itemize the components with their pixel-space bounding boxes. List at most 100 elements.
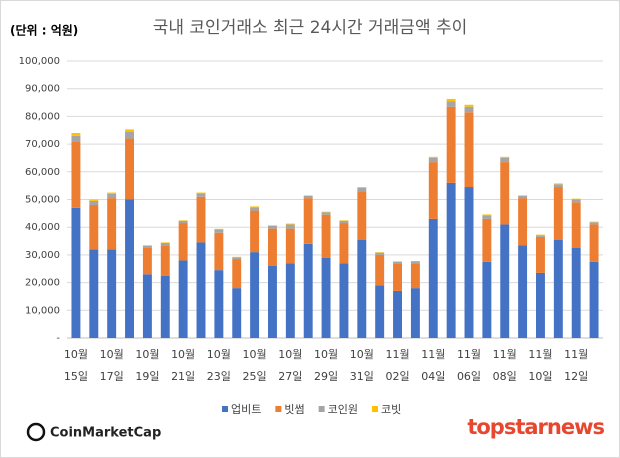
bar-segment [553,239,563,338]
x-tick-label: 11월 08일 [493,348,517,383]
x-tick-label-line: 29일 [314,369,338,383]
chart-title: 국내 코인거래소 최근 24시간 거래금액 추이 [153,18,468,38]
bar-segment [518,195,528,199]
bar-segment [232,256,242,258]
bar-segment [268,228,277,266]
legend-swatch [275,406,282,412]
bar-segment [464,106,474,113]
bar-segment [160,245,170,276]
x-tick-label: 10월 15일 [64,348,88,383]
y-tick-label: 30,000 [25,250,60,261]
bar-segment [536,234,545,236]
bar-segment [464,112,474,188]
bar-segment [375,252,385,255]
bar-segment [71,135,81,142]
x-tick-label-line: 06일 [457,369,481,383]
bar-segment [518,245,528,338]
x-tick-label: 10월 27일 [278,348,302,383]
unit-label: (단위 : 억원) [10,23,78,38]
bar-segment [518,198,528,246]
bar-segment [339,220,349,221]
x-tick-label-line: 31일 [350,369,374,383]
x-tick-label-line: 21일 [171,369,195,383]
bar-segment [589,261,599,338]
bar-segment [71,141,81,208]
bar-segment [428,162,438,219]
x-tick-label: 10월 19일 [135,348,159,383]
bar-segment [142,245,152,246]
bar-segment [268,265,277,338]
bar-segment [357,187,367,188]
bar-segment [393,261,402,262]
y-tick-label: 70,000 [25,139,60,150]
legend-swatch [222,406,228,412]
bar-segment [89,200,99,206]
bar-segment [500,157,510,163]
bar-segment [214,232,224,271]
bar-segment [375,252,385,253]
bar-segment [285,263,295,338]
x-tick-label-line: 17일 [100,369,124,383]
bar-segment [446,182,456,338]
x-tick-label: 10월 21일 [171,348,195,383]
bar-segment [71,207,81,338]
y-tick-label: 60,000 [25,167,60,178]
bar-segment [428,218,438,338]
watermark: topstarnews [467,415,604,439]
bar-segment [571,202,581,248]
bar-segment [410,288,420,338]
y-tick-label: 100,000 [19,56,60,67]
x-tick-label-line: 11월 [457,348,481,361]
legend-swatch [318,406,325,412]
bar-segment [250,206,260,208]
legend: 업비트 빗썸 코인원 코빗 [222,403,401,416]
bar-segment [196,242,206,338]
bar-segment [196,192,206,194]
x-tick-label: 11월 02일 [385,348,409,383]
bar-segment [178,223,188,261]
bar-segment [303,243,313,338]
legend-label: 업비트 [231,403,261,416]
bar-segment [321,214,331,258]
x-tick-label-line: 08일 [493,369,517,383]
bar-segment [375,254,385,286]
bar-segment [232,288,242,338]
bar-segment [285,224,295,229]
bar-segment [285,228,295,264]
y-tick-label: 10,000 [25,305,60,316]
x-tick-label: 11월 04일 [421,348,445,383]
bar-segment [536,236,545,273]
bar-segment [482,218,492,262]
bar-segment [71,133,81,136]
bar-segment [214,229,224,233]
y-tick-label: 20,000 [25,278,60,289]
y-tick-label: 80,000 [25,111,60,122]
x-tick-label-line: 25일 [243,369,267,383]
bar-segment [142,247,152,275]
bar-segment [107,192,117,194]
x-tick-label: 10월 25일 [243,348,267,383]
bar-segment [107,249,117,338]
y-tick-label: 50,000 [25,195,60,206]
bar-segment [178,220,188,224]
x-tick-label: 11월 12일 [564,348,588,383]
bar-segment [518,195,528,196]
bar-segment [375,285,385,338]
x-tick-label-line: 10월 [278,348,302,361]
bar-segment [571,198,581,200]
bar-segment [232,257,242,260]
legend-swatch [372,406,378,412]
bar-segment [321,212,331,215]
bar-segment [303,195,313,199]
bar-segment [482,261,492,338]
x-tick-label-line: 10월 [135,348,159,361]
x-tick-label-line: 11월 [421,348,445,361]
x-tick-label: 11월 06일 [457,348,481,383]
source-logo: CoinMarketCap [26,422,161,442]
x-tick-label-line: 10월 [350,348,374,361]
bar-segment [339,220,349,224]
bar-segment [339,263,349,338]
bar-segment [410,260,420,262]
legend-label: 코인원 [328,403,358,416]
